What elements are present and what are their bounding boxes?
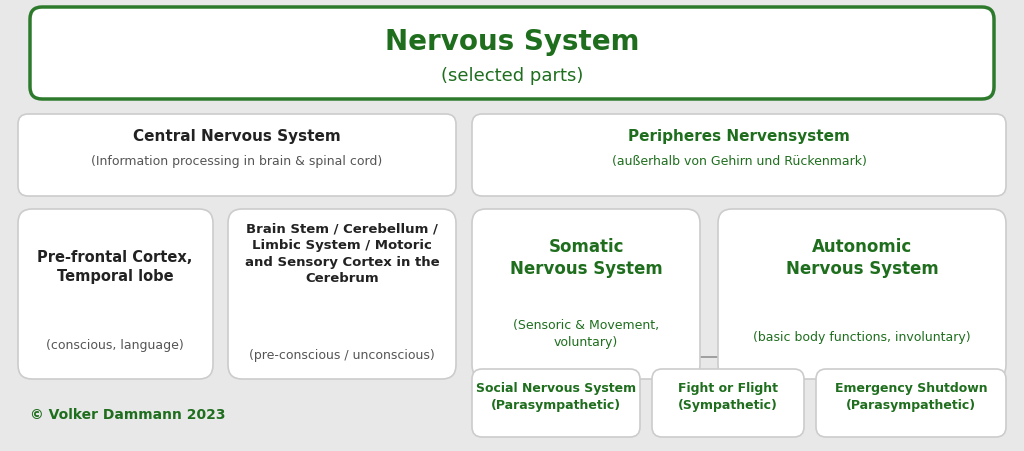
Text: (conscious, language): (conscious, language) bbox=[46, 338, 184, 351]
Text: Peripheres Nervensystem: Peripheres Nervensystem bbox=[628, 129, 850, 144]
Text: (selected parts): (selected parts) bbox=[440, 67, 584, 85]
FancyBboxPatch shape bbox=[228, 210, 456, 379]
Text: (außerhalb von Gehirn und Rückenmark): (außerhalb von Gehirn und Rückenmark) bbox=[611, 155, 866, 168]
Text: Somatic
Nervous System: Somatic Nervous System bbox=[510, 237, 663, 278]
FancyBboxPatch shape bbox=[652, 369, 804, 437]
Text: © Volker Dammann 2023: © Volker Dammann 2023 bbox=[30, 407, 225, 421]
Text: (pre-conscious / unconscious): (pre-conscious / unconscious) bbox=[249, 348, 435, 361]
FancyBboxPatch shape bbox=[816, 369, 1006, 437]
Text: Autonomic
Nervous System: Autonomic Nervous System bbox=[785, 237, 938, 278]
Text: Brain Stem / Cerebellum /
Limbic System / Motoric
and Sensory Cortex in the
Cere: Brain Stem / Cerebellum / Limbic System … bbox=[245, 222, 439, 285]
FancyBboxPatch shape bbox=[472, 369, 640, 437]
Text: (basic body functions, involuntary): (basic body functions, involuntary) bbox=[754, 331, 971, 344]
Text: (Information processing in brain & spinal cord): (Information processing in brain & spina… bbox=[91, 155, 383, 168]
Text: Pre-frontal Cortex,
Temporal lobe: Pre-frontal Cortex, Temporal lobe bbox=[37, 249, 193, 284]
FancyBboxPatch shape bbox=[718, 210, 1006, 379]
FancyBboxPatch shape bbox=[472, 115, 1006, 197]
Text: Emergency Shutdown
(Parasympathetic): Emergency Shutdown (Parasympathetic) bbox=[835, 382, 987, 411]
FancyBboxPatch shape bbox=[18, 210, 213, 379]
Text: Nervous System: Nervous System bbox=[385, 28, 639, 56]
FancyBboxPatch shape bbox=[472, 210, 700, 379]
Text: (Sensoric & Movement,
voluntary): (Sensoric & Movement, voluntary) bbox=[513, 318, 659, 348]
FancyBboxPatch shape bbox=[18, 115, 456, 197]
Text: Social Nervous System
(Parasympathetic): Social Nervous System (Parasympathetic) bbox=[476, 382, 636, 411]
Text: Fight or Flight
(Sympathetic): Fight or Flight (Sympathetic) bbox=[678, 382, 778, 411]
Text: Central Nervous System: Central Nervous System bbox=[133, 129, 341, 144]
FancyBboxPatch shape bbox=[30, 8, 994, 100]
